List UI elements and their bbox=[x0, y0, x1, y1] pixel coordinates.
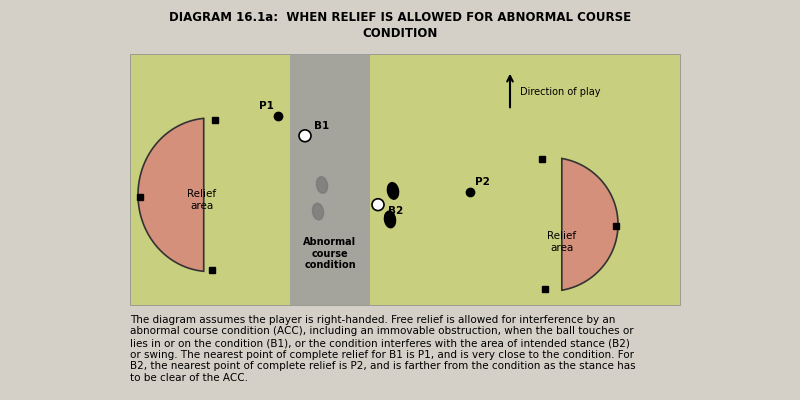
FancyBboxPatch shape bbox=[290, 54, 370, 305]
Text: Abnormal
course
condition: Abnormal course condition bbox=[303, 237, 357, 270]
Text: DIAGRAM 16.1a:  WHEN RELIEF IS ALLOWED FOR ABNORMAL COURSE: DIAGRAM 16.1a: WHEN RELIEF IS ALLOWED FO… bbox=[169, 11, 631, 24]
Text: The diagram assumes the player is right-handed. Free relief is allowed for inter: The diagram assumes the player is right-… bbox=[130, 315, 636, 383]
Text: Relief
area: Relief area bbox=[187, 189, 217, 210]
Text: P2: P2 bbox=[475, 177, 490, 187]
Polygon shape bbox=[562, 158, 618, 290]
Text: Direction of play: Direction of play bbox=[520, 88, 601, 98]
Polygon shape bbox=[138, 118, 204, 271]
Circle shape bbox=[299, 130, 311, 142]
Ellipse shape bbox=[316, 177, 328, 193]
Text: B1: B1 bbox=[314, 121, 330, 131]
Text: P1: P1 bbox=[259, 101, 274, 111]
Text: B2: B2 bbox=[388, 206, 403, 216]
FancyBboxPatch shape bbox=[130, 54, 680, 305]
Circle shape bbox=[372, 199, 384, 210]
Ellipse shape bbox=[385, 211, 395, 228]
Ellipse shape bbox=[387, 183, 398, 199]
Ellipse shape bbox=[313, 203, 323, 220]
Text: CONDITION: CONDITION bbox=[362, 27, 438, 40]
Text: Relief
area: Relief area bbox=[547, 231, 577, 253]
